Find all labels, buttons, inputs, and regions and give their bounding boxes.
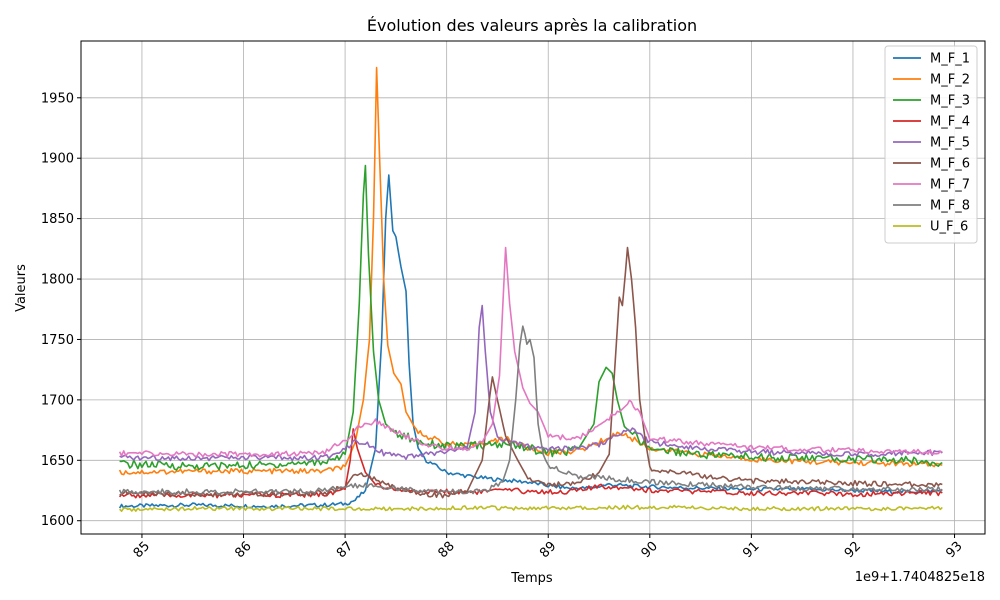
y-axis: 1600 1650 1700 1750 1800 1850 1900 1950: [41, 91, 81, 529]
legend-label: M_F_1: [930, 52, 970, 67]
legend-label: M_F_8: [930, 199, 970, 214]
legend-label: M_F_6: [930, 157, 970, 172]
y-tick-label: 1900: [41, 152, 74, 167]
y-tick-label: 1800: [41, 273, 74, 288]
chart-title: Évolution des valeurs après la calibrati…: [367, 16, 697, 35]
legend-label: U_F_6: [930, 220, 968, 235]
x-axis-offset-text: 1e9+1.7404825e18: [855, 570, 985, 585]
y-tick-label: 1750: [41, 333, 74, 348]
legend-label: M_F_3: [930, 94, 970, 109]
series-line-m-f-3: [119, 164, 943, 471]
series-line-m-f-6: [119, 246, 943, 499]
y-tick-label: 1950: [41, 91, 74, 106]
legend-label: M_F_4: [930, 115, 970, 130]
legend-label: M_F_7: [930, 178, 970, 193]
y-tick-label: 1850: [41, 212, 74, 227]
series-line-m-f-8: [118, 325, 943, 496]
series-line-m-f-1: [118, 174, 943, 509]
series-line-m-f-5: [119, 304, 943, 462]
legend-label: M_F_5: [930, 136, 970, 151]
y-tick-label: 1650: [41, 454, 74, 469]
legend: M_F_1 M_F_2 M_F_3 M_F_4 M_F_5 M_F_6 M_F_7 M_F_8…: [884, 45, 978, 244]
series-line-u-f-6: [119, 504, 943, 513]
y-tick-label: 1700: [41, 393, 74, 408]
series-line-m-f-7: [118, 246, 943, 458]
legend-box: [884, 45, 978, 244]
y-axis-label: Valeurs: [14, 264, 29, 312]
legend-label: M_F_2: [930, 73, 970, 88]
plot-frame: [80, 40, 986, 535]
series-lines: [118, 66, 943, 513]
x-axis-label: Temps: [510, 571, 553, 586]
y-tick-label: 1600: [41, 514, 74, 529]
